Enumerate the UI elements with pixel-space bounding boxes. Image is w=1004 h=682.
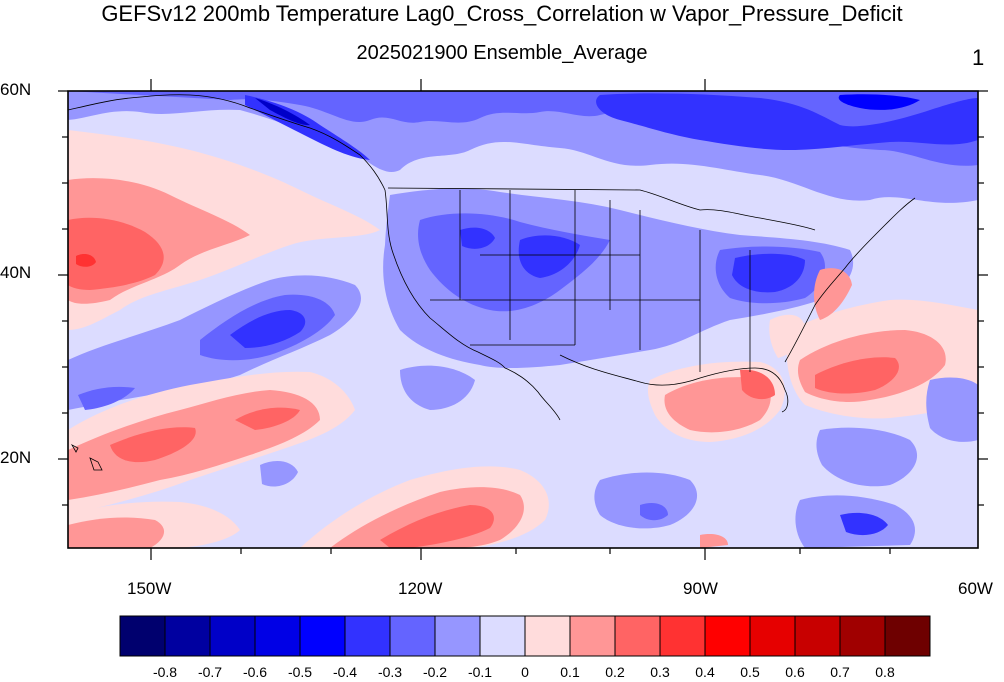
lat-label-60n: 60N	[0, 80, 32, 99]
colorbar-tick-label: -0.4	[332, 664, 358, 680]
colorbar-tick-label: 0.4	[695, 664, 715, 680]
colorbar-tick-label: 0	[521, 664, 529, 680]
colorbar-swatch	[119, 615, 166, 657]
map-frame	[67, 90, 979, 549]
lon-label-90w: 90W	[683, 579, 718, 598]
colorbar-tick-label: 0.3	[650, 664, 670, 680]
colorbar-swatch	[839, 615, 886, 657]
colorbar-tick-label: -0.5	[287, 664, 313, 680]
map-subtitle: 2025021900 Ensemble_Average	[356, 42, 648, 64]
map-ticks	[58, 79, 988, 560]
colorbar-swatch	[254, 615, 301, 657]
colorbar-swatch	[614, 615, 661, 657]
colorbar-tick-label: 0.1	[560, 664, 580, 680]
colorbar-swatch	[524, 615, 571, 657]
colorbar-tick-label: -0.6	[242, 664, 268, 680]
colorbar-swatch	[479, 615, 526, 657]
colorbar-swatch	[659, 615, 706, 657]
colorbar-swatch	[434, 615, 481, 657]
colorbar-tick-label: -0.1	[467, 664, 493, 680]
map-title: GEFSv12 200mb Temperature Lag0_Cross_Cor…	[101, 1, 903, 26]
colorbar-swatch	[569, 615, 616, 657]
lon-label-150w: 150W	[127, 579, 172, 598]
colorbar-swatch	[884, 615, 931, 657]
correlation-field	[68, 91, 978, 548]
lat-label-40n: 40N	[0, 263, 32, 282]
colorbar-tick-label: -0.7	[197, 664, 223, 680]
lat-label-20n: 20N	[0, 448, 32, 467]
lon-label-120w: 120W	[398, 579, 443, 598]
colorbar-tick-label: -0.3	[377, 664, 403, 680]
colorbar-tick-label: 0.5	[740, 664, 760, 680]
colorbar-swatch	[389, 615, 436, 657]
colorbar-tick-label: -0.8	[152, 664, 178, 680]
colorbar-swatch	[794, 615, 841, 657]
colorbar-swatch	[704, 615, 751, 657]
lon-label-60w: 60W	[958, 579, 993, 598]
colorbar	[119, 615, 931, 657]
colorbar-swatch	[164, 615, 211, 657]
panel-number: 1	[972, 45, 985, 70]
coastlines	[68, 94, 916, 471]
colorbar-tick-label: -0.2	[422, 664, 448, 680]
colorbar-swatch	[299, 615, 346, 657]
colorbar-tick-label: 0.8	[875, 664, 895, 680]
colorbar-swatch	[749, 615, 796, 657]
colorbar-swatch	[344, 615, 391, 657]
colorbar-swatch	[209, 615, 256, 657]
colorbar-tick-label: 0.2	[605, 664, 625, 680]
colorbar-tick-label: 0.7	[830, 664, 850, 680]
colorbar-tick-label: 0.6	[785, 664, 805, 680]
